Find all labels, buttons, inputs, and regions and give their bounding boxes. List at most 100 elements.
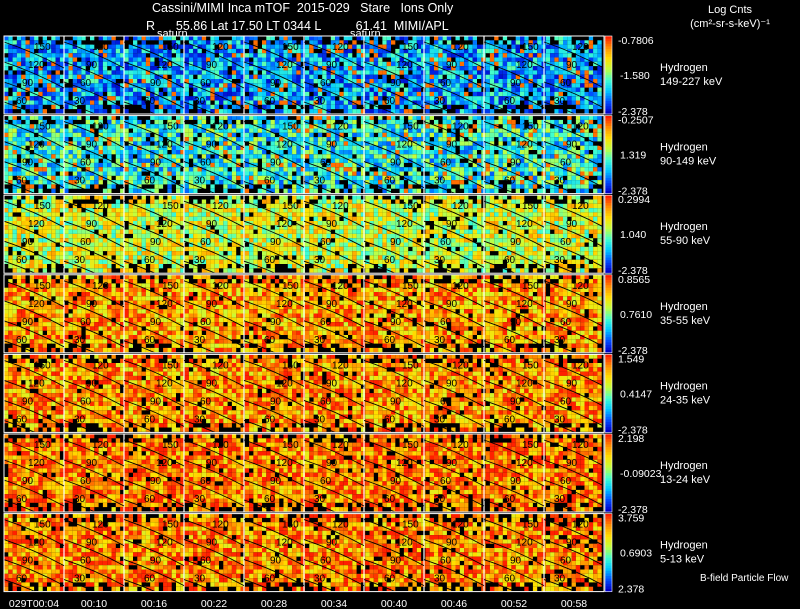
heatmap-cell (369, 154, 374, 159)
heatmap-cell (584, 74, 589, 79)
heatmap-cell (94, 96, 99, 101)
heatmap-cell (472, 124, 477, 129)
heatmap-cell (348, 91, 353, 97)
heatmap-cell (274, 91, 280, 97)
heatmap-cell (507, 104, 512, 110)
heatmap-cell (335, 141, 340, 146)
contour-label: 150 (162, 42, 179, 53)
heatmap-cell (593, 128, 598, 133)
colorbar-segment (605, 56, 612, 60)
heatmap-cell (309, 66, 314, 71)
heatmap-cell (34, 83, 39, 88)
contour-label: 60 (200, 158, 212, 169)
heatmap-cell (382, 100, 387, 105)
heatmap-cell (558, 141, 563, 146)
heatmap-cell (137, 48, 142, 54)
heatmap-cell (253, 124, 258, 129)
heatmap-cell (124, 109, 129, 114)
heatmap-cell (145, 74, 151, 79)
heatmap-cell (524, 115, 529, 120)
heatmap-cell (283, 203, 288, 209)
contour-label: 60 (440, 158, 452, 169)
heatmap-cell (128, 70, 133, 75)
heatmap-cell (507, 132, 512, 138)
heatmap-cell (115, 61, 121, 67)
heatmap-cell (520, 175, 525, 181)
heatmap-cell (176, 87, 181, 92)
heatmap-cell (206, 150, 211, 155)
heatmap-cell (399, 162, 404, 168)
heatmap-cell (102, 171, 108, 176)
heatmap-cell (176, 137, 181, 142)
contour-line (423, 81, 485, 109)
heatmap-cell (47, 158, 52, 163)
heatmap-cell (451, 83, 456, 88)
heatmap-cell (274, 162, 280, 168)
heatmap-cell (395, 145, 400, 150)
heatmap-cell (102, 188, 108, 193)
heatmap-cell (425, 96, 430, 101)
heatmap-cell (348, 70, 353, 75)
heatmap-cell (468, 100, 473, 105)
heatmap-cell (244, 145, 250, 150)
heatmap-cell (425, 87, 430, 92)
heatmap-cell (403, 53, 409, 58)
heatmap-cell (421, 128, 426, 133)
heatmap-cell (537, 91, 542, 97)
heatmap-cell (343, 128, 348, 133)
heatmap-cell (528, 109, 533, 114)
heatmap-cell (253, 158, 258, 163)
heatmap-cell (343, 91, 348, 97)
heatmap-cell (249, 145, 254, 150)
heatmap-cell (201, 128, 207, 133)
heatmap-cell (94, 57, 99, 62)
heatmap-cell (558, 109, 563, 114)
heatmap-cell (107, 188, 112, 193)
heatmap-cell (403, 109, 409, 114)
heatmap-cell (42, 79, 47, 84)
heatmap-cell (524, 171, 529, 176)
heatmap-cell (128, 132, 133, 138)
heatmap-cell (515, 61, 520, 67)
heatmap-cell (219, 167, 224, 172)
heatmap-cell (412, 188, 417, 193)
heatmap-cell (515, 158, 520, 163)
heatmap-cell (455, 74, 460, 79)
heatmap-cell (408, 137, 413, 142)
heatmap-cell (348, 115, 353, 120)
heatmap-cell (421, 124, 426, 129)
heatmap-cell (369, 137, 374, 142)
heatmap-cell (219, 109, 224, 114)
heatmap-cell (77, 91, 82, 97)
heatmap-cell (425, 70, 430, 75)
heatmap-cell (567, 48, 572, 54)
heatmap-cell (21, 57, 26, 62)
heatmap-cell (511, 48, 516, 54)
heatmap-cell (124, 96, 129, 101)
heatmap-cell (81, 74, 86, 79)
heatmap-cell (399, 137, 404, 142)
heatmap-cell (330, 53, 336, 58)
heatmap-cell (296, 208, 301, 213)
heatmap-cell (38, 115, 43, 120)
heatmap-cell (29, 40, 35, 45)
heatmap-cell (201, 184, 207, 189)
heatmap-cell (335, 175, 340, 181)
heatmap-cell (511, 167, 516, 172)
heatmap-cell (274, 171, 280, 176)
heatmap-cell (459, 96, 465, 101)
heatmap-cell (176, 83, 181, 88)
heatmap-cell (425, 154, 430, 159)
heatmap-cell (317, 57, 323, 62)
heatmap-cell (266, 70, 271, 75)
heatmap-cell (29, 74, 35, 79)
heatmap-cell (442, 175, 447, 181)
heatmap-cell (25, 124, 30, 129)
heatmap-cell (124, 132, 129, 138)
heatmap-cell (446, 175, 452, 181)
heatmap-cell (133, 119, 138, 125)
heatmap-cell (373, 87, 379, 92)
heatmap-cell (115, 96, 121, 101)
heatmap-cell (489, 48, 495, 54)
heatmap-cell (416, 128, 422, 133)
